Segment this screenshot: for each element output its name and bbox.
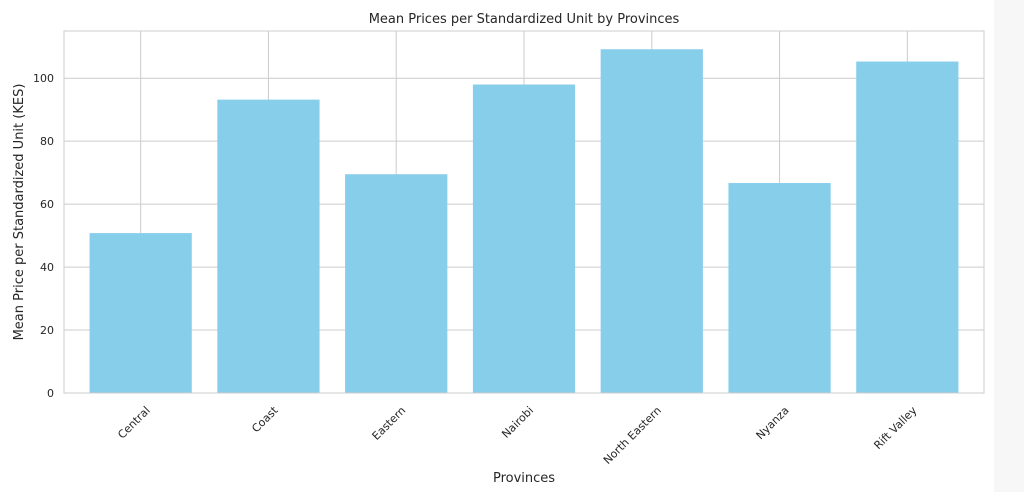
plot-frame — [63, 30, 985, 394]
y-tick-label: 60 — [40, 198, 54, 211]
x-tick-label: Nairobi — [499, 404, 536, 441]
x-tick-label: Nyanza — [754, 404, 792, 442]
bar-nairobi — [472, 84, 576, 393]
x-tick-label: Eastern — [370, 404, 409, 443]
x-axis-label: Provinces — [493, 471, 555, 486]
bars-layer — [89, 49, 959, 394]
x-tick-label: Rift Valley — [871, 404, 919, 452]
y-tick-label: 40 — [40, 261, 54, 274]
y-tick-label: 100 — [33, 72, 54, 85]
y-axis-label: Mean Price per Standardized Unit (KES) — [12, 84, 27, 341]
bar-coast — [217, 99, 320, 393]
bar-central — [89, 233, 192, 393]
x-tick-label: Central — [115, 404, 153, 442]
chart-title: Mean Prices per Standardized Unit by Pro… — [369, 12, 680, 27]
bar-eastern — [345, 174, 448, 393]
y-tick-label: 80 — [40, 135, 54, 148]
y-tick-label: 0 — [47, 387, 54, 400]
x-tick-label: Coast — [249, 403, 281, 435]
chart-figure: Mean Prices per Standardized Unit by Pro… — [12, 12, 985, 486]
bar-chart: Mean Prices per Standardized Unit by Pro… — [12, 12, 985, 486]
x-tick-labels: Central Coast Eastern Nairobi North Eastern N… — [115, 403, 920, 466]
x-tick-label: North Eastern — [601, 404, 664, 467]
y-tick-label: 20 — [40, 324, 54, 337]
bar-north-eastern — [600, 49, 703, 394]
y-tick-labels: 0 20 40 60 80 100 — [33, 72, 54, 400]
bar-rift-valley — [856, 61, 959, 394]
bar-nyanza — [728, 183, 831, 393]
